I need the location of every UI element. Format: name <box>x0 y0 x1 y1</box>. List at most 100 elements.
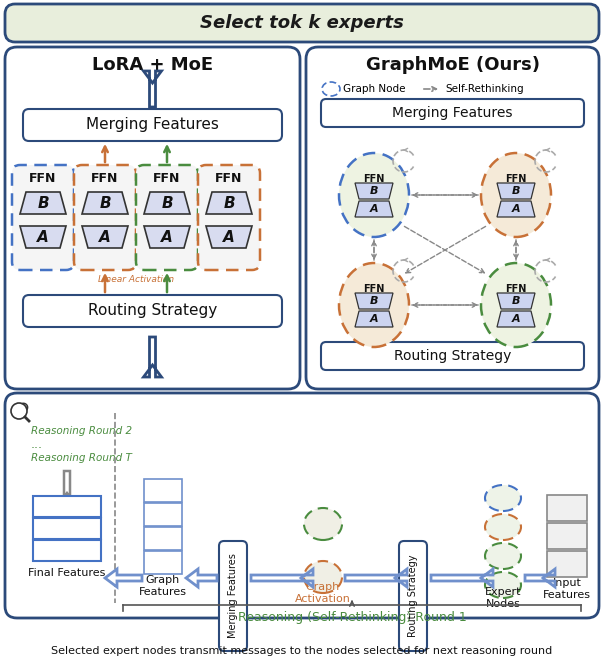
FancyBboxPatch shape <box>23 109 282 141</box>
Text: LoRA + MoE: LoRA + MoE <box>92 56 213 74</box>
Text: Graph
Features: Graph Features <box>139 575 187 597</box>
Text: Routing Strategy: Routing Strategy <box>408 554 418 637</box>
Polygon shape <box>497 311 535 327</box>
Polygon shape <box>355 201 393 217</box>
FancyBboxPatch shape <box>306 47 599 389</box>
Polygon shape <box>144 226 190 248</box>
Text: A: A <box>99 230 111 244</box>
Text: FFN: FFN <box>215 173 243 185</box>
FancyBboxPatch shape <box>547 523 587 549</box>
Text: B: B <box>37 195 49 210</box>
FancyBboxPatch shape <box>144 479 182 502</box>
Circle shape <box>11 403 27 419</box>
Polygon shape <box>497 293 535 309</box>
Text: Input
Features: Input Features <box>543 578 591 600</box>
Text: B: B <box>99 195 111 210</box>
Ellipse shape <box>481 153 551 237</box>
Polygon shape <box>82 192 128 214</box>
Text: Merging Features: Merging Features <box>228 554 238 639</box>
Text: A: A <box>161 230 173 244</box>
Polygon shape <box>144 192 190 214</box>
Text: Merging Features: Merging Features <box>392 106 513 120</box>
Text: Select tok k experts: Select tok k experts <box>200 14 404 32</box>
Text: GraphMoE (Ours): GraphMoE (Ours) <box>365 56 539 74</box>
Polygon shape <box>345 569 407 587</box>
Polygon shape <box>186 569 217 587</box>
Text: Self-Rethinking: Self-Rethinking <box>445 84 524 94</box>
FancyBboxPatch shape <box>198 165 260 270</box>
Text: Reasoning (Self-Rethinking) Round 1: Reasoning (Self-Rethinking) Round 1 <box>237 610 466 623</box>
FancyBboxPatch shape <box>33 518 101 539</box>
Text: FFN: FFN <box>153 173 181 185</box>
Ellipse shape <box>339 263 409 347</box>
FancyBboxPatch shape <box>12 165 74 270</box>
Polygon shape <box>355 293 393 309</box>
Polygon shape <box>144 337 161 377</box>
FancyBboxPatch shape <box>399 541 427 651</box>
FancyBboxPatch shape <box>144 503 182 526</box>
Ellipse shape <box>304 561 342 593</box>
Text: B: B <box>370 186 378 196</box>
Polygon shape <box>251 569 313 587</box>
Polygon shape <box>355 183 393 199</box>
Text: Routing Strategy: Routing Strategy <box>394 349 511 363</box>
Text: B: B <box>223 195 235 210</box>
Text: Reasoning Round 2: Reasoning Round 2 <box>31 426 132 436</box>
FancyBboxPatch shape <box>321 99 584 127</box>
FancyBboxPatch shape <box>5 47 300 389</box>
Polygon shape <box>206 226 252 248</box>
Text: A: A <box>370 204 378 214</box>
Ellipse shape <box>485 543 521 569</box>
Text: Selected expert nodes transmit messages to the nodes selected for next reasoning: Selected expert nodes transmit messages … <box>51 646 553 656</box>
FancyBboxPatch shape <box>74 165 136 270</box>
Text: Linear Activation: Linear Activation <box>98 274 174 284</box>
Text: A: A <box>512 314 520 324</box>
Text: B: B <box>370 296 378 306</box>
FancyBboxPatch shape <box>144 551 182 574</box>
Polygon shape <box>144 71 161 107</box>
Polygon shape <box>525 569 555 587</box>
FancyBboxPatch shape <box>5 4 599 42</box>
Text: A: A <box>512 204 520 214</box>
Text: FFN: FFN <box>506 284 527 294</box>
Polygon shape <box>105 569 142 587</box>
Polygon shape <box>82 226 128 248</box>
Ellipse shape <box>485 514 521 540</box>
Text: FFN: FFN <box>364 174 385 184</box>
Text: Graph
Activation: Graph Activation <box>295 582 351 604</box>
Text: FFN: FFN <box>364 284 385 294</box>
Polygon shape <box>497 183 535 199</box>
Ellipse shape <box>304 508 342 540</box>
Text: Expert
Nodes: Expert Nodes <box>485 587 521 609</box>
Text: A: A <box>37 230 49 244</box>
Polygon shape <box>58 471 76 505</box>
FancyBboxPatch shape <box>547 551 587 577</box>
Ellipse shape <box>481 263 551 347</box>
Polygon shape <box>497 201 535 217</box>
Ellipse shape <box>485 572 521 598</box>
Ellipse shape <box>339 153 409 237</box>
Text: A: A <box>370 314 378 324</box>
Text: Merging Features: Merging Features <box>86 118 219 133</box>
Text: Final Features: Final Features <box>28 568 106 578</box>
FancyBboxPatch shape <box>547 495 587 521</box>
Text: FFN: FFN <box>506 174 527 184</box>
FancyBboxPatch shape <box>23 295 282 327</box>
FancyBboxPatch shape <box>5 393 599 618</box>
Polygon shape <box>20 226 66 248</box>
Text: B: B <box>512 186 520 196</box>
Text: FFN: FFN <box>91 173 119 185</box>
Ellipse shape <box>485 485 521 511</box>
Text: B: B <box>161 195 173 210</box>
Text: FFN: FFN <box>30 173 57 185</box>
FancyBboxPatch shape <box>219 541 247 651</box>
Polygon shape <box>431 569 493 587</box>
Text: A: A <box>223 230 235 244</box>
FancyBboxPatch shape <box>136 165 198 270</box>
Polygon shape <box>206 192 252 214</box>
Text: Routing Strategy: Routing Strategy <box>88 303 217 319</box>
Ellipse shape <box>322 82 340 96</box>
FancyBboxPatch shape <box>33 496 101 517</box>
Text: Reasoning Round T: Reasoning Round T <box>31 453 132 463</box>
Text: ...: ... <box>31 438 43 452</box>
